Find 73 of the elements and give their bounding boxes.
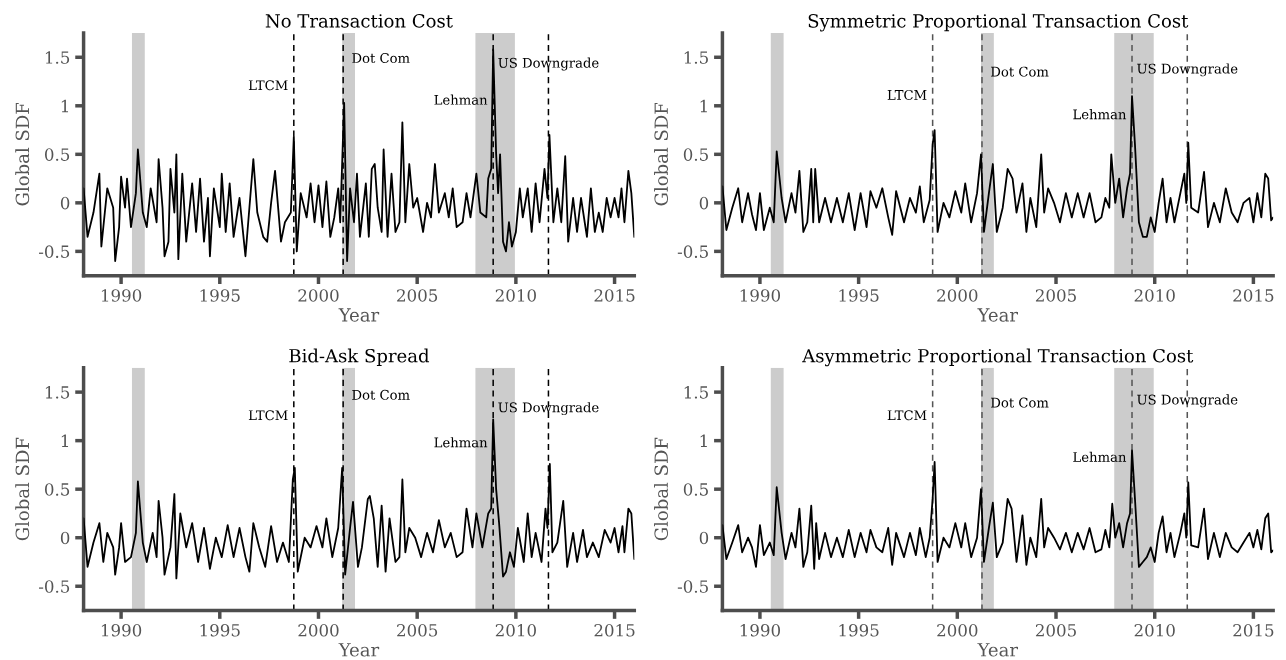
x-tick-label: 2015 — [594, 289, 635, 302]
y-tick-label: 0 — [699, 531, 709, 545]
x-tick-label: 2000 — [298, 289, 339, 302]
x-tick-label: 2010 — [1134, 623, 1175, 637]
chart-title: Asymmetric Proportional Transaction Cost — [802, 348, 1194, 367]
y-tick-label: 0.5 — [683, 483, 708, 496]
x-tick-label: 1995 — [839, 289, 879, 302]
x-tick-label: 2005 — [1035, 623, 1076, 637]
x-tick-label: 2000 — [937, 623, 978, 637]
x-tick-label: 1990 — [740, 623, 781, 637]
y-tick-label: 0 — [699, 196, 709, 210]
x-axis-title: Year — [338, 308, 380, 322]
y-tick-label: 1.5 — [684, 386, 708, 399]
x-tick-label: 1995 — [200, 289, 240, 302]
y-tick-label: 1.5 — [45, 51, 70, 64]
x-tick-label: 1990 — [101, 289, 142, 302]
annotation: Dot Com — [352, 389, 410, 400]
annotation: Dot Com — [991, 66, 1049, 77]
annotation: LTCM — [248, 80, 288, 91]
chart-title: Bid-Ask Spread — [289, 348, 430, 367]
x-tick-label: 2015 — [1233, 289, 1274, 302]
x-tick-label: 2005 — [397, 289, 438, 302]
y-tick-label: -0.5 — [38, 580, 70, 593]
annotation: Lehman — [1073, 451, 1127, 462]
annotation: LTCM — [887, 410, 927, 421]
x-tick-label: 2000 — [937, 289, 978, 302]
y-tick-label: 0.5 — [44, 148, 70, 161]
x-axis-title: Year — [977, 308, 1018, 322]
x-tick-label: 1995 — [839, 623, 879, 637]
x-tick-label: 2015 — [594, 623, 635, 637]
y-tick-label: -0.5 — [38, 245, 70, 258]
y-tick-label: 0.5 — [44, 483, 70, 496]
y-axis-title: Global SDF — [15, 437, 30, 541]
y-tick-label: 1.5 — [45, 386, 70, 399]
x-tick-label: 2005 — [397, 623, 438, 637]
annotation: US Downgrade — [498, 402, 599, 416]
y-tick-label: 0 — [60, 531, 70, 545]
line-series — [722, 449, 1274, 570]
y-tick-label: 0.5 — [683, 148, 708, 161]
y-tick-label: 1 — [61, 99, 69, 113]
x-tick-label: 2010 — [1134, 289, 1175, 302]
annotation: Dot Com — [352, 53, 410, 64]
x-tick-label: 2010 — [495, 623, 536, 637]
y-tick-label: 1 — [61, 434, 69, 447]
y-tick-label: 1 — [700, 99, 707, 113]
annotation: US Downgrade — [1137, 63, 1238, 77]
x-tick-label: 2000 — [298, 623, 339, 637]
x-axis-title: Year — [338, 643, 380, 657]
chart-title: No Transaction Cost — [265, 14, 453, 28]
annotation: LTCM — [887, 89, 927, 100]
y-tick-label: 1.5 — [684, 51, 708, 64]
x-axis-title: Year — [977, 643, 1018, 657]
y-tick-label: 0 — [60, 196, 70, 210]
annotation: Lehman — [434, 437, 488, 448]
x-tick-label: 1995 — [200, 623, 240, 637]
y-axis-title: Global SDF — [654, 102, 669, 206]
y-axis-title: Global SDF — [654, 437, 669, 541]
x-tick-label: 1990 — [740, 289, 781, 302]
y-tick-label: -0.5 — [677, 245, 708, 258]
chart-title: Symmetric Proportional Transaction Cost — [808, 13, 1189, 32]
y-axis-title: Global SDF — [15, 102, 30, 206]
annotation: US Downgrade — [498, 57, 599, 71]
x-tick-label: 1990 — [101, 623, 142, 637]
annotation: Lehman — [434, 94, 488, 105]
annotation: US Downgrade — [1137, 394, 1238, 408]
annotation: Lehman — [1073, 109, 1127, 120]
y-tick-label: -0.5 — [677, 580, 708, 593]
x-tick-label: 2015 — [1233, 623, 1274, 637]
x-tick-label: 2005 — [1035, 289, 1076, 302]
annotation: LTCM — [248, 410, 288, 421]
annotation: Dot Com — [991, 397, 1049, 408]
y-tick-label: 1 — [700, 434, 707, 447]
x-tick-label: 2010 — [495, 289, 536, 302]
